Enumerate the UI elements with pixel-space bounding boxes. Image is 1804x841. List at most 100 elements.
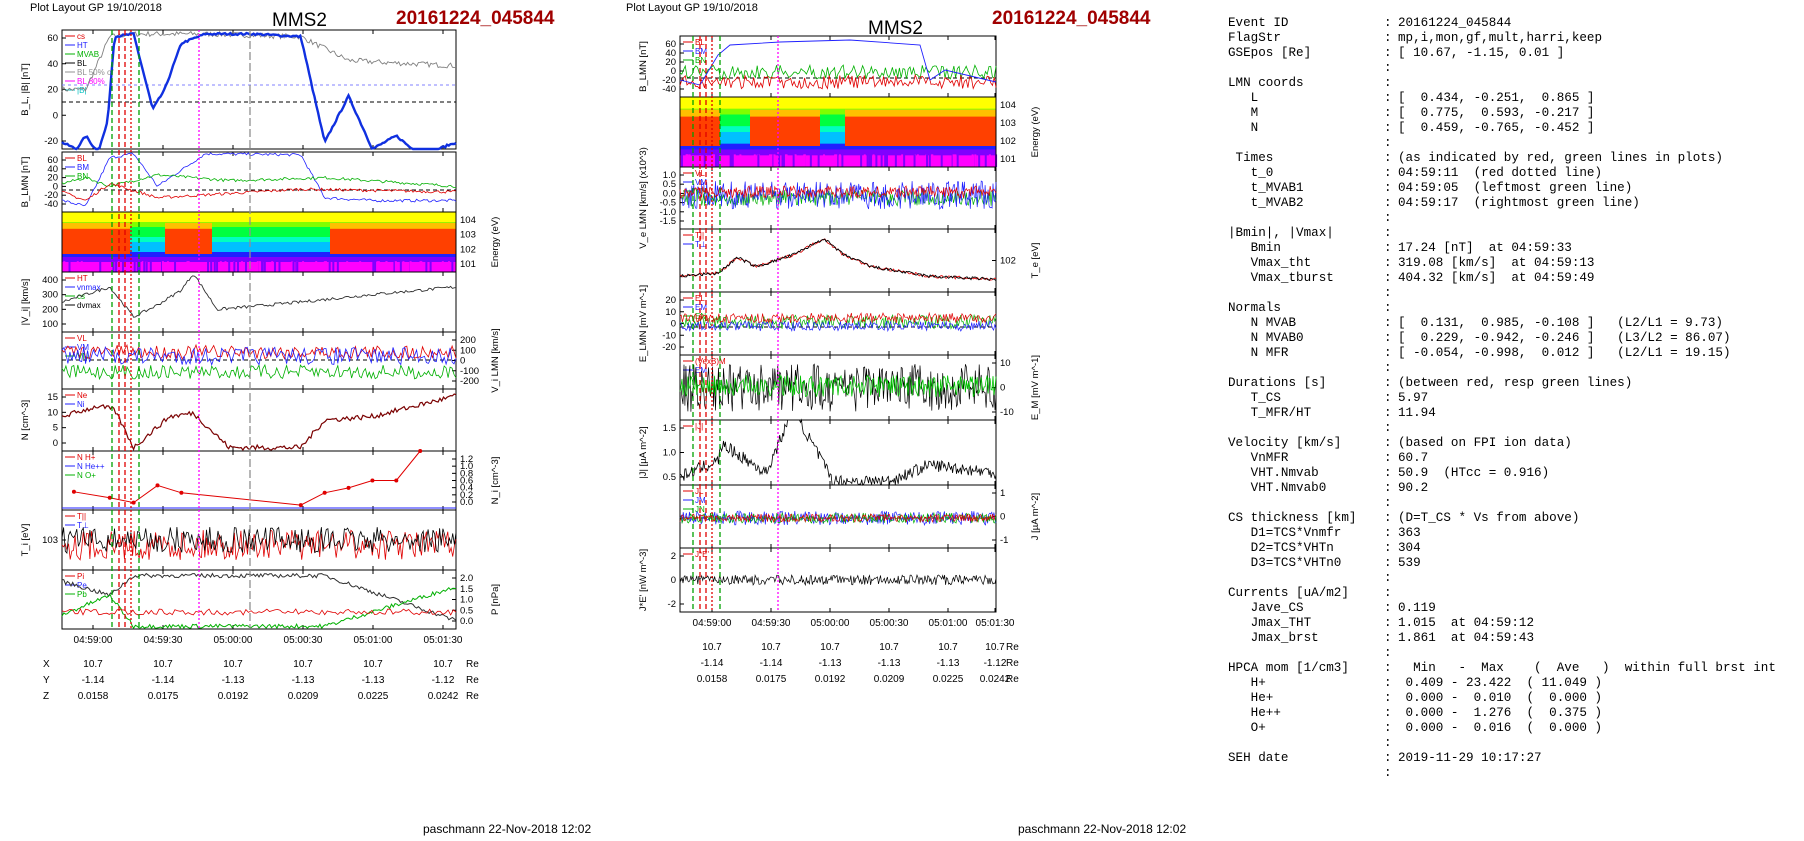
spectrogram-noise (224, 261, 227, 272)
info-key: Bmin (1228, 241, 1281, 255)
legend-entry: BN (695, 56, 706, 65)
series-line-T-perp (679, 238, 997, 282)
info-row: Currents [uA/m2]: (1228, 586, 1776, 601)
spectrogram-noise (771, 154, 774, 167)
spectrogram-noise (732, 154, 735, 167)
series-line-EL (679, 320, 997, 333)
y-axis-label: E_M [mV m^-1] (1030, 355, 1041, 420)
spectrogram-noise (332, 261, 335, 272)
info-colon: : (1384, 721, 1392, 735)
position-value: 0.0225 (358, 691, 389, 702)
y-tick-label: 1.0 (663, 448, 676, 459)
y-tick-label: 20 (47, 173, 58, 184)
info-row: Times: (as indicated by red, green lines … (1228, 151, 1776, 166)
position-value: 10.7 (153, 659, 173, 670)
y-tick-label: 0 (53, 181, 58, 192)
info-colon: : (1384, 136, 1392, 150)
legend-entry: VL (77, 334, 87, 343)
position-unit: Re (1006, 642, 1019, 653)
y-tick-label: 104 (1000, 100, 1016, 111)
spectrogram-band (62, 247, 456, 253)
y-tick-label: 15 (47, 392, 58, 403)
spectrogram-noise (916, 154, 919, 167)
y-tick-label: 0.8 (460, 468, 473, 479)
info-colon: : (1384, 31, 1392, 45)
info-key: Vmax_tburst (1228, 271, 1334, 285)
y-axis-label: B_LMN [nT] (20, 157, 31, 208)
info-colon: : (1384, 121, 1392, 135)
spectrogram-band (62, 252, 456, 258)
legend-entry: HT (77, 41, 88, 50)
spectrogram-hot-region (330, 222, 456, 229)
spectrogram-band (62, 237, 456, 243)
info-value: 539 (1398, 556, 1421, 570)
info-value: 404.32 [km/s] at 04:59:49 (1398, 271, 1595, 285)
info-value: Min - Max ( Ave ) within full brst int (1398, 661, 1776, 675)
spectrogram-hot-region (165, 222, 212, 229)
right-event-title: 20161224_045844 (992, 8, 1151, 29)
spectrogram-noise (773, 154, 776, 167)
info-value: [ 10.67, -1.15, 0.01 ] (1398, 46, 1565, 60)
info-colon: : (1384, 706, 1392, 720)
spectrogram-noise (956, 154, 959, 167)
spectrogram-noise (783, 154, 786, 167)
position-value: -1.13 (362, 675, 385, 686)
y-tick-label: -40 (44, 199, 58, 210)
series-line-EM (679, 374, 997, 398)
time-tick-label: 04:59:00 (74, 635, 113, 646)
series-line-EM (679, 313, 997, 330)
info-colon: : (1384, 646, 1392, 660)
spectrogram-noise (686, 154, 689, 167)
y-tick-label: -1 (1000, 535, 1008, 546)
spectrogram-noise (133, 261, 136, 272)
info-value: (based on FPI ion data) (1398, 436, 1572, 450)
info-colon: : (1384, 76, 1392, 90)
info-row: : (1228, 736, 1776, 751)
info-key: D1=TCS*Vnmfr (1228, 526, 1342, 540)
y-tick-label: 20 (665, 57, 676, 68)
spectrogram-noise (988, 154, 991, 167)
time-tick-label: 04:59:00 (693, 618, 732, 629)
spectrogram-noise (834, 154, 837, 167)
spectrogram-noise (145, 261, 148, 272)
spectrogram-noise (712, 154, 715, 167)
info-row: N: [ 0.459, -0.765, -0.452 ] (1228, 121, 1776, 136)
y-axis-label: J*E' [nW m^-3] (638, 549, 649, 611)
series-line-BL (61, 152, 457, 207)
info-value: 5.97 (1398, 391, 1429, 405)
legend-entry: (VexB)M (695, 357, 726, 366)
spectrogram-noise (216, 261, 219, 272)
info-colon: : (1384, 346, 1392, 360)
data-point-N-He++ (107, 495, 112, 500)
position-value: -1.12 (984, 658, 1007, 669)
info-colon: : (1384, 571, 1392, 585)
info-colon: : (1384, 691, 1392, 705)
time-tick-label: 04:59:30 (144, 635, 183, 646)
series-line-VM (61, 363, 457, 381)
panel-frame (61, 151, 457, 213)
series-line-Pb (61, 572, 457, 621)
spectrogram-noise (872, 154, 875, 167)
info-value: [ 0.775, 0.593, -0.217 ] (1398, 106, 1595, 120)
info-key: SEH date (1228, 751, 1289, 765)
info-key: Event ID (1228, 16, 1289, 30)
info-key: L (1228, 91, 1259, 105)
y-tick-label: 1.5 (460, 584, 473, 595)
info-row: Normals: (1228, 301, 1776, 316)
info-row: FlagStr: mp,i,mon,gf,mult,harri,keep (1228, 31, 1776, 46)
spectrogram-noise (228, 261, 231, 272)
y-tick-label: 102 (1000, 256, 1016, 267)
y-tick-label: 5 (53, 423, 58, 434)
info-key: VHT.Nmvab0 (1228, 481, 1327, 495)
y-axis-label: P [nPa] (490, 584, 501, 615)
spectrogram-noise (420, 261, 423, 272)
info-value: 90.2 (1398, 481, 1429, 495)
legend-entry: BM (77, 163, 89, 172)
position-unit: Re (1006, 674, 1019, 685)
panel-frame (61, 388, 457, 452)
data-point-N-He++ (179, 490, 184, 495)
info-key: O+ (1228, 721, 1266, 735)
info-key: Currents [uA/m2] (1228, 586, 1349, 600)
info-row: : (1228, 61, 1776, 76)
